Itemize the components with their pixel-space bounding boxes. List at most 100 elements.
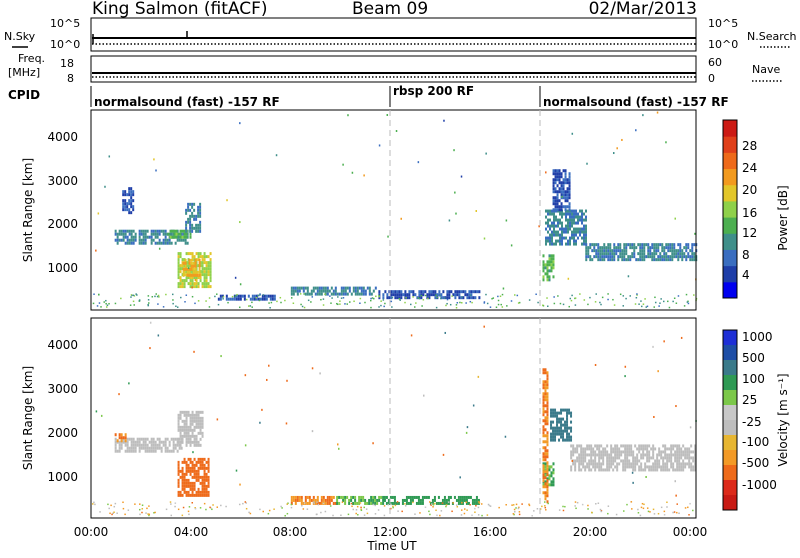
data-cell bbox=[181, 282, 184, 286]
data-cell bbox=[625, 246, 628, 250]
data-cell bbox=[181, 229, 184, 233]
data-cell bbox=[364, 498, 367, 502]
data-cell bbox=[150, 235, 153, 239]
data-cell bbox=[607, 512, 609, 515]
data-cell bbox=[542, 464, 545, 468]
vel-cbar-tick-m100: -100 bbox=[742, 435, 769, 449]
data-cell bbox=[382, 501, 385, 505]
data-cell bbox=[140, 241, 143, 245]
data-cell bbox=[193, 202, 196, 206]
data-cell bbox=[440, 297, 442, 300]
data-cell bbox=[565, 212, 567, 216]
data-cell bbox=[600, 468, 603, 472]
data-cell bbox=[199, 437, 202, 441]
data-cell bbox=[177, 419, 180, 423]
data-cell bbox=[154, 449, 157, 453]
data-cell bbox=[205, 300, 207, 302]
data-cell bbox=[546, 398, 549, 402]
data-cell bbox=[290, 501, 293, 505]
data-cell bbox=[555, 239, 557, 243]
data-cell bbox=[650, 456, 653, 460]
data-cell bbox=[205, 475, 208, 479]
data-cell bbox=[186, 270, 189, 274]
data-cell bbox=[655, 243, 658, 247]
data-cell bbox=[583, 224, 585, 228]
data-cell bbox=[383, 514, 386, 517]
data-cell bbox=[547, 209, 549, 213]
data-cell bbox=[546, 297, 548, 299]
data-cell bbox=[542, 304, 544, 307]
data-cell bbox=[144, 437, 147, 441]
data-cell bbox=[656, 453, 659, 457]
data-cell bbox=[360, 289, 363, 293]
data-cell bbox=[497, 303, 500, 306]
data-cell bbox=[162, 443, 165, 447]
data-cell bbox=[98, 293, 100, 296]
data-cell bbox=[606, 444, 609, 448]
xtick-2000: 20:00 bbox=[573, 525, 608, 539]
data-cell bbox=[100, 306, 102, 308]
data-cell bbox=[453, 495, 456, 499]
data-cell bbox=[632, 465, 635, 469]
data-cell bbox=[354, 495, 357, 499]
data-cell bbox=[148, 302, 150, 304]
data-cell bbox=[558, 178, 561, 182]
data-cell bbox=[351, 505, 353, 508]
data-cell bbox=[694, 459, 697, 463]
data-cell bbox=[142, 443, 145, 447]
data-cell bbox=[130, 443, 133, 447]
data-cell bbox=[405, 501, 408, 505]
data-cell bbox=[203, 252, 206, 256]
data-cell bbox=[551, 233, 553, 237]
data-cell bbox=[619, 255, 622, 259]
data-cell bbox=[328, 495, 331, 499]
data-cell bbox=[191, 279, 194, 283]
data-cell bbox=[275, 154, 278, 157]
data-cell bbox=[95, 410, 98, 413]
data-cell bbox=[179, 255, 182, 259]
data-cell bbox=[542, 479, 545, 483]
data-cell bbox=[544, 368, 547, 372]
data-cell bbox=[197, 410, 200, 414]
data-cell bbox=[622, 450, 625, 454]
data-cell bbox=[296, 289, 299, 293]
data-cell bbox=[187, 413, 190, 417]
data-cell bbox=[595, 243, 598, 247]
data-cell bbox=[679, 255, 682, 259]
data-cell bbox=[633, 252, 636, 256]
data-cell bbox=[567, 227, 569, 231]
data-cell bbox=[428, 296, 431, 300]
data-cell bbox=[654, 468, 657, 472]
data-cell bbox=[328, 501, 331, 505]
data-cell bbox=[342, 498, 345, 502]
data-cell bbox=[183, 419, 186, 423]
data-cell bbox=[207, 469, 210, 473]
data-cell bbox=[674, 450, 677, 454]
data-cell bbox=[360, 506, 362, 509]
data-cell bbox=[581, 209, 583, 213]
data-cell bbox=[655, 246, 658, 250]
data-cell bbox=[298, 498, 301, 502]
data-cell bbox=[235, 294, 238, 298]
data-cell bbox=[185, 431, 188, 435]
data-cell bbox=[330, 495, 333, 499]
data-cell bbox=[673, 246, 676, 250]
data-cell bbox=[469, 495, 472, 499]
data-cell bbox=[222, 295, 225, 298]
data-cell bbox=[684, 453, 687, 457]
data-cell bbox=[153, 512, 155, 514]
data-cell bbox=[443, 501, 446, 505]
data-cell bbox=[607, 255, 610, 259]
data-cell bbox=[660, 453, 663, 457]
data-cell bbox=[217, 297, 220, 301]
data-cell bbox=[672, 462, 675, 466]
data-cell bbox=[374, 286, 377, 290]
data-cell bbox=[583, 230, 585, 234]
data-cell bbox=[118, 393, 120, 396]
data-cell bbox=[179, 264, 182, 268]
data-cell bbox=[649, 249, 652, 253]
data-cell bbox=[613, 252, 616, 256]
data-cell bbox=[344, 303, 346, 305]
data-cell bbox=[201, 434, 204, 438]
data-cell bbox=[203, 484, 206, 488]
